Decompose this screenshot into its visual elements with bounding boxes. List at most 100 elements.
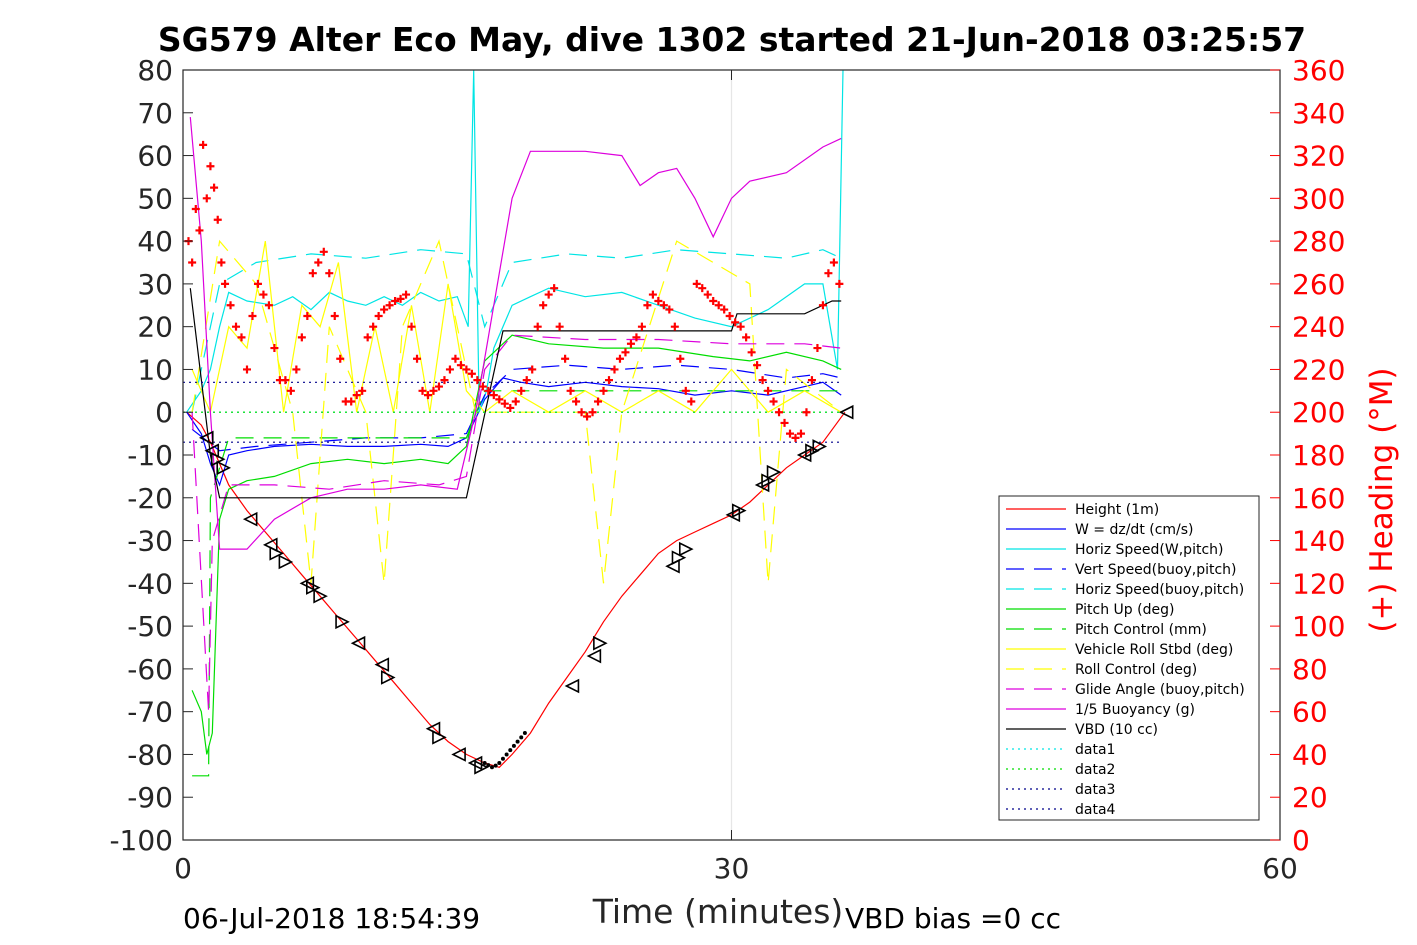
heading-point	[681, 386, 690, 395]
depth-triangle-marker	[380, 670, 396, 685]
heading-point	[720, 305, 729, 314]
heading-point	[199, 140, 208, 149]
right-tick-label: 200	[1292, 396, 1345, 429]
heading-point	[791, 433, 800, 442]
right-tick-label: 180	[1292, 439, 1345, 472]
heading-point	[605, 376, 614, 385]
heading-point	[325, 269, 334, 278]
heading-point	[467, 369, 476, 378]
heading-point	[506, 403, 515, 412]
right-y-axis: 3603403203002802602402202001801601401201…	[1270, 54, 1345, 857]
left-tick-label: 60	[137, 140, 173, 173]
heading-point	[703, 290, 712, 299]
heading-point	[736, 322, 745, 331]
depth-triangle-marker	[432, 730, 447, 745]
heading-point	[687, 397, 696, 406]
heading-point	[753, 361, 762, 370]
left-tick-label: 0	[155, 396, 173, 429]
heading-point	[566, 386, 575, 395]
heading-point	[643, 301, 652, 310]
heading-point	[583, 412, 592, 421]
depth-triangle-marker	[766, 464, 782, 480]
heading-point	[484, 386, 493, 395]
legend-label-8: Roll Control (deg)	[1075, 662, 1197, 678]
depth-triangle-marker	[564, 678, 580, 694]
right-tick-label: 280	[1292, 225, 1345, 258]
depth-dot-marker	[497, 761, 502, 765]
heading-point	[555, 322, 564, 331]
heading-point	[319, 247, 328, 256]
heading-point	[539, 301, 548, 310]
heading-point	[195, 226, 204, 235]
depth-triangle-marker	[678, 541, 694, 557]
series-line-3	[191, 364, 842, 452]
heading-point	[692, 279, 701, 288]
legend-label-7: Vehicle Roll Stbd (deg)	[1075, 642, 1233, 658]
legend-label-9: Glide Angle (buoy,pitch)	[1075, 682, 1245, 698]
heading-point	[221, 279, 230, 288]
legend-label-10: 1/5 Buoyancy (g)	[1075, 702, 1195, 718]
heading-point	[281, 376, 290, 385]
series-line-11	[189, 288, 842, 499]
heading-point	[599, 386, 608, 395]
heading-point	[396, 294, 405, 303]
legend-label-2: Horiz Speed(W,pitch)	[1075, 542, 1223, 558]
legend-box	[998, 495, 1260, 821]
left-tick-label: -80	[127, 738, 173, 771]
heading-point	[188, 258, 197, 267]
heading-point	[522, 376, 531, 385]
footer-vbd-bias: VBD bias =0 cc	[845, 902, 1061, 935]
heading-point	[517, 386, 526, 395]
heading-point	[610, 365, 619, 374]
heading-point	[725, 311, 734, 320]
right-tick-label: 220	[1292, 353, 1345, 386]
heading-point	[626, 339, 635, 348]
heading-point	[731, 318, 740, 327]
legend-label-11: VBD (10 cc)	[1075, 722, 1158, 738]
heading-point	[347, 397, 356, 406]
heading-point	[818, 301, 827, 310]
depth-dot-marker	[522, 731, 527, 736]
heading-point	[489, 391, 498, 400]
depth-triangle-marker	[313, 588, 328, 604]
heading-point	[495, 395, 504, 404]
left-tick-label: -100	[109, 824, 173, 857]
heading-point	[594, 397, 603, 406]
right-tick-label: 80	[1292, 653, 1328, 686]
depth-triangle-marker	[306, 580, 321, 595]
heading-point	[402, 290, 411, 299]
left-tick-label: -60	[127, 653, 173, 686]
left-tick-label: 80	[137, 54, 173, 87]
heading-point	[829, 258, 838, 267]
legend-label-4: Horiz Speed(buoy,pitch)	[1075, 582, 1244, 598]
series-line-2	[186, 69, 844, 413]
heading-point	[297, 333, 306, 342]
series-line-1	[186, 377, 842, 487]
depth-dot-marker	[515, 739, 520, 744]
heading-point	[264, 301, 273, 310]
right-tick-label: 240	[1292, 311, 1345, 344]
left-tick-label: -70	[127, 696, 173, 729]
heading-point	[676, 354, 685, 363]
heading-point	[473, 376, 482, 385]
heading-point	[588, 408, 597, 417]
series-line-4	[191, 249, 842, 413]
footer-timestamp: 06-Jul-2018 18:54:39	[183, 902, 480, 935]
heading-point	[314, 258, 323, 267]
heading-point	[802, 408, 811, 417]
heading-point	[780, 418, 789, 427]
heading-point	[434, 382, 443, 391]
right-tick-label: 340	[1292, 97, 1345, 130]
series-line-6	[192, 390, 842, 777]
heading-point	[308, 269, 317, 278]
heading-point	[544, 290, 553, 299]
heading-point	[358, 386, 367, 395]
heading-point	[698, 284, 707, 293]
x-tick-label: 30	[714, 852, 750, 885]
heading-point	[191, 205, 200, 214]
heading-point	[330, 311, 339, 320]
depth-triangle-marker	[335, 614, 350, 630]
depth-dot-marker	[482, 761, 487, 765]
legend-label-3: Vert Speed(buoy,pitch)	[1075, 562, 1237, 578]
right-tick-label: 60	[1292, 696, 1328, 729]
